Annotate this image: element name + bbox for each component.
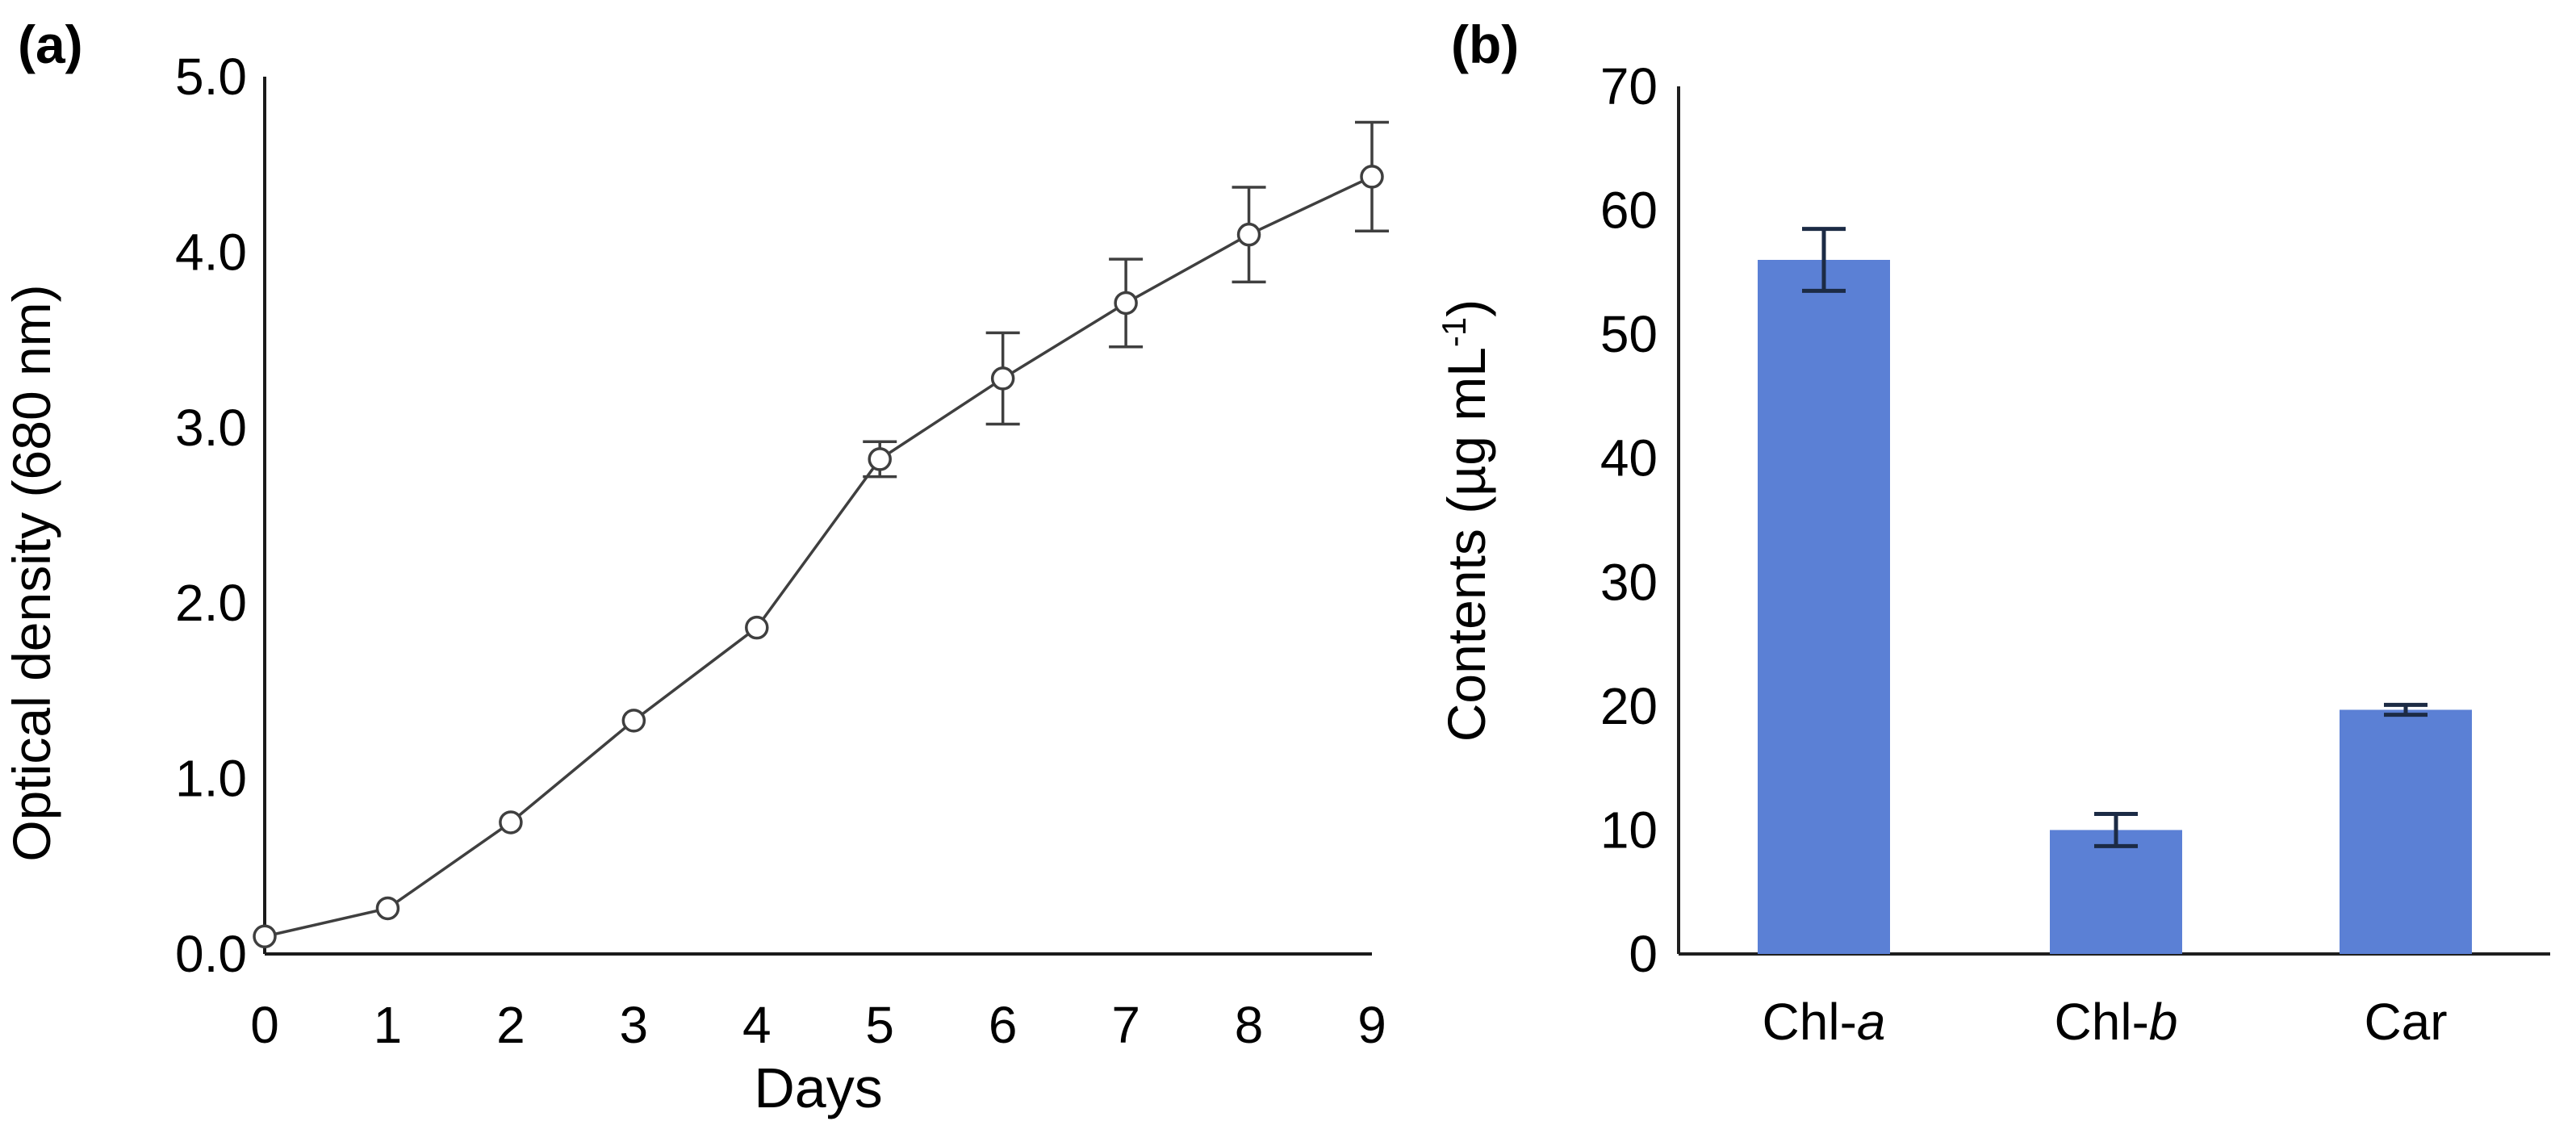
x-tick-label: 6 [989,996,1018,1054]
data-point [1236,222,1261,247]
y-tick-label: 20 [1600,677,1658,735]
bar [1758,260,1890,954]
growth-curve-chart: (a) Optical density (680 nm) Days 0.0 1.0… [2,15,1389,1119]
panel-b-label: (b) [1451,15,1519,74]
y-tick-label: 1.0 [175,750,247,808]
x-tick-label: 8 [1235,996,1264,1054]
y-tick-label: 3.0 [175,399,247,457]
panel-a-y-axis-title: Optical density (680 nm) [2,284,61,861]
panel-a-plot-area: 0.0 1.0 2.0 3.0 4.0 5.0 0 1 2 3 4 5 6 7 8 9 [175,48,1389,1054]
y-tick-label: 5.0 [175,48,247,106]
y-tick-label: 10 [1600,801,1658,859]
x-tick-label: 3 [620,996,649,1054]
y-tick-label: 4.0 [175,223,247,281]
x-tick-label: 2 [496,996,525,1054]
x-tick-label: 4 [742,996,772,1054]
x-tick-label: 7 [1111,996,1140,1054]
y-tick-label: 40 [1600,429,1658,487]
data-point [375,896,400,921]
pigment-bar-chart: (b) Contents (µg mL-1) 0 10 20 30 40 50 60 70 Chl… [1435,15,2550,1051]
category-label: Chl-a [1763,993,1886,1051]
data-point [253,924,277,949]
panel-a-x-axis-title: Days [754,1056,882,1119]
bar [2340,709,2472,954]
x-tick-label: 1 [374,996,403,1054]
y-tick-label: 0.0 [175,925,247,983]
y-tick-label: 2.0 [175,574,247,632]
panel-b-plot-area: Contents (µg mL-1) 0 10 20 30 40 50 60 70 Chl-a Ch… [1435,57,2550,1051]
error-bar [2094,811,2138,848]
y-tick-label: 30 [1600,553,1658,611]
panel-a-label: (a) [18,15,83,74]
category-label: Car [2364,993,2447,1051]
data-point [499,810,523,835]
x-tick-label: 0 [250,996,279,1054]
data-point [745,615,769,640]
data-point [868,447,892,471]
data-point [621,709,646,733]
series-line [264,175,1373,938]
panel-b-y-axis-title: Contents (µg mL-1) [1435,299,1496,743]
data-point [990,366,1015,391]
data-point [1114,291,1138,316]
data-point [1360,165,1384,189]
x-tick-label: 5 [865,996,894,1054]
y-tick-label: 60 [1600,182,1658,240]
error-bar [1802,227,1846,293]
error-bar [2384,702,2428,717]
bar [2050,830,2182,954]
y-tick-label: 50 [1600,305,1658,363]
x-tick-label: 9 [1357,996,1386,1054]
category-label: Chl-b [2055,993,2178,1051]
y-tick-label: 70 [1600,57,1658,115]
y-tick-label: 0 [1629,925,1658,983]
